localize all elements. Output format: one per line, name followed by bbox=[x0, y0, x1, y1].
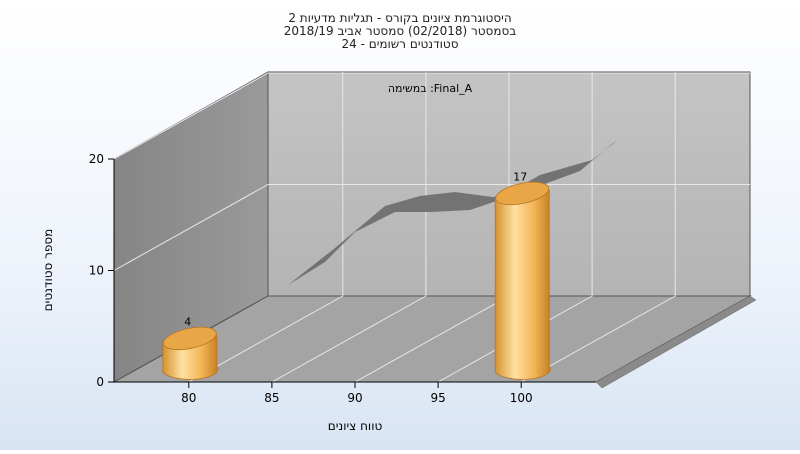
y-tick-label-0: 0 bbox=[96, 375, 104, 389]
gridline-x-80 bbox=[188, 72, 344, 383]
bars-group: 4 17 bbox=[162, 170, 551, 380]
bar-body-100 bbox=[494, 190, 551, 380]
chart-title-line-3: סטודנטים רשומים - 24 bbox=[341, 37, 458, 51]
chart-grid bbox=[113, 72, 750, 383]
bar-value-label-80: 4 bbox=[184, 315, 191, 328]
y-tick-label-10: 10 bbox=[89, 264, 104, 278]
gridline-x-85 bbox=[271, 72, 427, 383]
chart-title-line-2: בסמסטר (02/2018) סמסטר אביב 2018/19 bbox=[284, 24, 516, 38]
gridline-x-100 bbox=[520, 72, 676, 383]
x-tick-label-80: 80 bbox=[181, 391, 196, 405]
bar-100: 17 bbox=[494, 170, 551, 380]
gridline-y-20 bbox=[113, 72, 750, 160]
gridline-y-10 bbox=[113, 184, 750, 271]
x-tick-label-85: 85 bbox=[264, 391, 279, 405]
x-axis-title: טווח ציונים bbox=[328, 419, 383, 433]
x-tick-label-95: 95 bbox=[430, 391, 445, 405]
y-tick-label-20: 20 bbox=[89, 152, 104, 166]
chart-annotation: במשימה :Final_A bbox=[388, 82, 473, 95]
bar-80: 4 bbox=[162, 315, 219, 380]
bar-cap-100 bbox=[495, 181, 550, 206]
bar-cap-80 bbox=[162, 326, 217, 351]
chart-floor-edge bbox=[595, 295, 757, 389]
x-tick-label-100: 100 bbox=[510, 391, 533, 405]
y-axis: 0 10 20 bbox=[89, 152, 115, 389]
x-axis: 80 85 90 95 100 bbox=[114, 381, 596, 405]
x-tick-label-90: 90 bbox=[347, 391, 362, 405]
bar-value-label-100: 17 bbox=[513, 170, 527, 183]
y-axis-title: מספר סטודנטים bbox=[41, 229, 55, 312]
gridline-x-95 bbox=[437, 72, 593, 383]
chart-title-line-1: היסטוגרמת ציונים בקורס - תגליות מדעיות 2 bbox=[288, 11, 511, 25]
chart-ribbon bbox=[288, 116, 654, 285]
